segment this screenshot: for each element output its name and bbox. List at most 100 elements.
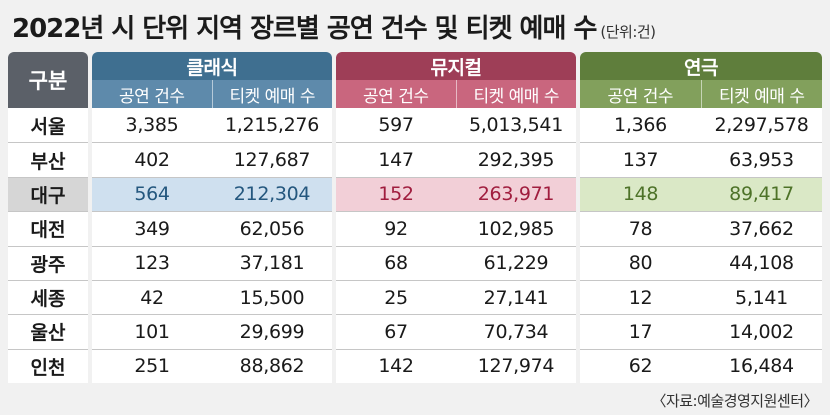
classic-count-header: 공연 건수	[119, 86, 185, 107]
classic-count-cell: 564	[134, 183, 170, 206]
region-header: 구분	[8, 52, 88, 108]
classic-count-cell: 42	[140, 286, 164, 309]
table-row: 78 37,662	[580, 211, 822, 245]
musical-count-cell: 147	[378, 149, 414, 172]
musical-group: 뮤지컬 공연 건수 티켓 예매 수 597 5,013,541 147 292,395…	[336, 52, 576, 383]
musical-count-cell: 92	[384, 217, 408, 240]
table-row: 17 14,002	[580, 314, 822, 348]
musical-tickets-cell: 5,013,541	[469, 114, 563, 137]
drama-count-cell: 78	[628, 217, 653, 240]
drama-count-cell: 148	[622, 183, 659, 206]
classic-tickets-cell: 88,862	[239, 355, 305, 378]
table-row: 67 70,734	[336, 314, 576, 348]
table-row: 251 88,862	[92, 348, 332, 383]
drama-count-header: 공연 건수	[607, 86, 674, 107]
classic-count-cell: 349	[134, 217, 170, 240]
musical-tickets-cell: 102,985	[477, 217, 555, 240]
region-cell: 서울	[30, 115, 66, 138]
classic-subheaders: 공연 건수 티켓 예매 수	[92, 80, 332, 108]
musical-count-header: 공연 건수	[363, 86, 429, 107]
drama-rows: 1,366 2,297,578 137 63,953 148 89,417 78 37,662…	[580, 108, 822, 383]
classic-tickets-cell: 62,056	[239, 217, 305, 240]
title-row: 2022년 시 단위 지역 장르별 공연 건수 및 티켓 예매 수 (단위:건)	[12, 8, 656, 45]
table-row: 62 16,484	[580, 348, 822, 383]
table-row: 68 61,229	[336, 245, 576, 280]
musical-count-cell: 597	[378, 114, 414, 137]
musical-subheaders: 공연 건수 티켓 예매 수	[336, 80, 576, 108]
classic-count-cell: 3,385	[125, 114, 179, 137]
classic-rows: 3,385 1,215,276 402 127,687 564 212,304 349 62,…	[92, 108, 332, 383]
region-cell: 대전	[8, 211, 88, 245]
classic-count-cell: 123	[134, 252, 170, 275]
drama-tickets-cell: 14,002	[729, 320, 794, 343]
musical-tickets-cell: 127,974	[477, 355, 555, 378]
musical-rows: 597 5,013,541 147 292,395 152 263,971 92 102,98…	[336, 108, 576, 383]
musical-count-cell: 25	[384, 286, 408, 309]
table-row: 3,385 1,215,276	[92, 108, 332, 142]
region-cell: 울산	[8, 314, 88, 348]
table-row: 123 37,181	[92, 245, 332, 280]
region-cell: 세종	[8, 279, 88, 314]
table-row: 80 44,108	[580, 245, 822, 280]
classic-tickets-cell: 212,304	[233, 183, 311, 206]
drama-group: 연극 공연 건수 티켓 예매 수 1,366 2,297,578 137 63,953…	[580, 52, 822, 383]
drama-count-cell: 1,366	[614, 114, 667, 137]
classic-tickets-cell: 127,687	[233, 149, 311, 172]
classic-group-header: 클래식	[92, 52, 332, 80]
classic-tickets-cell: 15,500	[239, 286, 305, 309]
drama-tickets-cell: 37,662	[729, 217, 794, 240]
drama-tickets-cell: 44,108	[729, 252, 794, 275]
classic-tickets-cell: 1,215,276	[225, 114, 319, 137]
table-row: 42 15,500	[92, 279, 332, 314]
musical-tickets-cell: 61,229	[483, 252, 549, 275]
table-row: 12 5,141	[580, 279, 822, 314]
drama-subheaders: 공연 건수 티켓 예매 수	[580, 80, 822, 108]
region-cell: 인천	[8, 348, 88, 383]
drama-count-cell: 80	[628, 252, 653, 275]
region-cell: 부산	[8, 142, 88, 176]
classic-ticket-header: 티켓 예매 수	[211, 80, 333, 108]
table-row: 25 27,141	[336, 279, 576, 314]
drama-count-cell: 62	[628, 355, 653, 378]
classic-tickets-cell: 29,699	[239, 320, 305, 343]
classic-count-cell: 402	[134, 149, 170, 172]
table-row: 142 127,974	[336, 348, 576, 383]
musical-tickets-cell: 292,395	[477, 149, 555, 172]
region-cell: 대구	[8, 176, 88, 212]
musical-count-cell: 152	[378, 183, 414, 206]
drama-tickets-cell: 89,417	[729, 183, 794, 206]
classic-count-cell: 101	[134, 320, 170, 343]
drama-count-cell: 12	[628, 286, 653, 309]
musical-count-cell: 67	[384, 320, 408, 343]
table-row: 152 263,971	[336, 176, 576, 212]
table-row: 147 292,395	[336, 142, 576, 176]
drama-count-cell: 137	[622, 149, 659, 172]
musical-tickets-cell: 27,141	[483, 286, 549, 309]
musical-group-header: 뮤지컬	[336, 52, 576, 80]
table-row: 92 102,985	[336, 211, 576, 245]
table-row: 349 62,056	[92, 211, 332, 245]
region-cell: 광주	[8, 245, 88, 280]
drama-group-header: 연극	[580, 52, 822, 80]
drama-tickets-cell: 63,953	[729, 149, 794, 172]
classic-group: 클래식 공연 건수 티켓 예매 수 3,385 1,215,276 402 127,6…	[92, 52, 332, 383]
musical-count-cell: 68	[384, 252, 408, 275]
table-row: 1,366 2,297,578	[580, 108, 822, 142]
source-note: 〈자료:예술경영지원센터〉	[651, 392, 818, 410]
table-row: 402 127,687	[92, 142, 332, 176]
page-title: 2022년 시 단위 지역 장르별 공연 건수 및 티켓 예매 수	[12, 14, 597, 44]
classic-count-cell: 251	[134, 355, 170, 378]
table-row: 597 5,013,541	[336, 108, 576, 142]
drama-ticket-header: 티켓 예매 수	[700, 80, 823, 108]
table-row: 137 63,953	[580, 142, 822, 176]
musical-count-cell: 142	[378, 355, 414, 378]
unit-label: (단위:건)	[600, 23, 656, 41]
drama-count-cell: 17	[628, 320, 653, 343]
classic-tickets-cell: 37,181	[239, 252, 305, 275]
musical-ticket-header: 티켓 예매 수	[455, 80, 577, 108]
musical-tickets-cell: 70,734	[483, 320, 549, 343]
drama-tickets-cell: 2,297,578	[714, 114, 809, 137]
table-row: 101 29,699	[92, 314, 332, 348]
